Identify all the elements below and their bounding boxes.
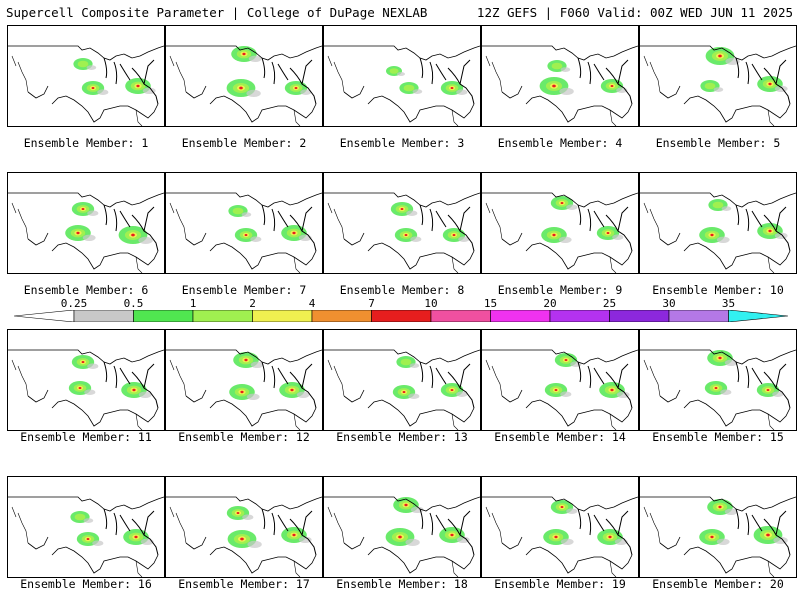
map-graphic: [8, 349, 164, 430]
ensemble-member-map: [7, 329, 165, 431]
ensemble-member-map: [323, 476, 481, 578]
colorbar-tick-label: 20: [543, 297, 557, 310]
colorbar-segment: [549, 310, 610, 322]
ensemble-member-map: [481, 25, 639, 127]
ensemble-member-map: [323, 329, 481, 431]
ensemble-member-label: Ensemble Member: 19: [494, 577, 626, 591]
colorbar-tick-label: 25: [602, 297, 617, 310]
colorbar-tick-label: 0.5: [123, 297, 144, 310]
ensemble-member-map: [481, 476, 639, 578]
colorbar-segment: [668, 310, 729, 322]
colorbar-high-end: [728, 310, 788, 322]
ensemble-member-label: Ensemble Member: 8: [339, 283, 465, 297]
ensemble-member-label: Ensemble Member: 3: [339, 136, 465, 150]
colorbar-tick-label: 7: [368, 297, 375, 310]
colorbar-segment: [311, 310, 372, 322]
map-graphic: [8, 496, 164, 577]
ensemble-member-map: [481, 329, 639, 431]
map-graphic: [166, 45, 322, 126]
ensemble-member-label: Ensemble Member: 4: [497, 136, 623, 150]
colorbar-segment: [490, 310, 551, 322]
colorbar-segment: [192, 310, 253, 322]
ensemble-member-label: Ensemble Member: 16: [20, 577, 152, 591]
valid-time: 12Z GEFS | F060 Valid: 00Z WED JUN 11 20…: [476, 5, 793, 20]
map-graphic: [8, 192, 164, 273]
ensemble-member-label: Ensemble Member: 15: [652, 430, 784, 444]
map-graphic: [324, 45, 480, 126]
map-graphic: [166, 349, 322, 430]
ensemble-member-map: [165, 172, 323, 274]
colorbar-labels: 0.25 0.5 1 2 4 7 10 15 20 25 30 35: [0, 297, 800, 310]
colorbar-segment: [371, 310, 432, 322]
ensemble-member-map: [639, 476, 797, 578]
colorbar-segment: [73, 310, 134, 322]
colorbar: [14, 310, 788, 322]
colorbar-tick-label: 2: [249, 297, 256, 310]
map-graphic: [324, 349, 480, 430]
ensemble-member-label: Ensemble Member: 11: [20, 430, 152, 444]
map-graphic: [640, 45, 796, 126]
ensemble-member-map: [7, 172, 165, 274]
ensemble-member-map: [639, 25, 797, 127]
map-graphic: [166, 192, 322, 273]
colorbar-tick-label: 35: [721, 297, 736, 310]
ensemble-member-label: Ensemble Member: 18: [336, 577, 468, 591]
product-title: Supercell Composite Parameter | College …: [6, 5, 428, 20]
ensemble-member-label: Ensemble Member: 12: [178, 430, 310, 444]
colorbar-tick-label: 0.25: [60, 297, 88, 310]
ensemble-member-label: Ensemble Member: 20: [652, 577, 784, 591]
ensemble-member-map: [165, 476, 323, 578]
colorbar-tick-label: 4: [308, 297, 316, 310]
ensemble-member-map: [165, 329, 323, 431]
ensemble-member-label: Ensemble Member: 7: [181, 283, 307, 297]
map-graphic: [324, 192, 480, 273]
map-graphic: [640, 192, 796, 273]
ensemble-member-map: [323, 25, 481, 127]
map-graphic: [482, 45, 638, 126]
colorbar-segment: [252, 310, 313, 322]
ensemble-member-map: [323, 172, 481, 274]
map-graphic: [640, 496, 796, 577]
colorbar-tick-label: 10: [424, 297, 438, 310]
map-graphic: [482, 192, 638, 273]
ensemble-member-label: Ensemble Member: 5: [655, 136, 781, 150]
colorbar-segment: [430, 310, 491, 322]
ensemble-member-map: [7, 476, 165, 578]
map-graphic: [324, 496, 480, 577]
ensemble-member-label: Ensemble Member: 1: [23, 136, 149, 150]
map-graphic: [640, 349, 796, 430]
ensemble-member-label: Ensemble Member: 13: [336, 430, 468, 444]
map-graphic: [166, 496, 322, 577]
ensemble-member-map: [639, 329, 797, 431]
colorbar-segment: [133, 310, 194, 322]
map-graphic: [8, 45, 164, 126]
colorbar-segment: [609, 310, 670, 322]
ensemble-member-map: [481, 172, 639, 274]
ensemble-member-map: [165, 25, 323, 127]
ensemble-member-label: Ensemble Member: 10: [652, 283, 784, 297]
colorbar-tick-label: 1: [189, 297, 197, 310]
colorbar-tick-label: 30: [662, 297, 676, 310]
ensemble-member-label: Ensemble Member: 6: [23, 283, 149, 297]
map-graphic: [482, 496, 638, 577]
ensemble-member-label: Ensemble Member: 2: [181, 136, 307, 150]
ensemble-member-map: [639, 172, 797, 274]
ensemble-member-label: Ensemble Member: 14: [494, 430, 626, 444]
colorbar-low-end: [14, 310, 75, 322]
ensemble-member-map: [7, 25, 165, 127]
map-graphic: [482, 349, 638, 430]
ensemble-member-label: Ensemble Member: 17: [178, 577, 310, 591]
colorbar-tick-label: 15: [483, 297, 498, 310]
ensemble-member-label: Ensemble Member: 9: [497, 283, 623, 297]
